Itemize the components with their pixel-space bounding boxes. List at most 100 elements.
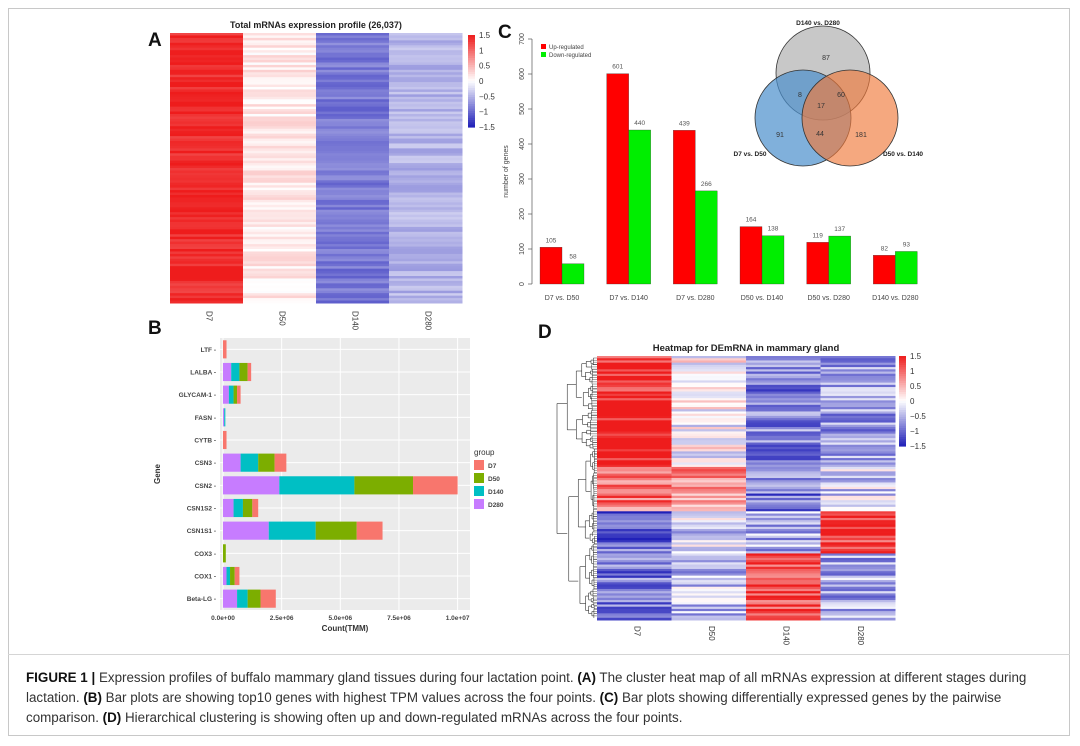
heatmap-a-cell [243,168,317,171]
heatmap-a-cell [243,253,317,257]
heatmap-a-cell [243,118,317,122]
heatmap-a-cell [170,62,244,66]
heatmap-d-column-label: D140 [781,626,790,646]
heatmap-a-cell [170,79,244,83]
heatmap-d-cell [597,433,672,437]
heatmap-d-cell [820,446,896,450]
heatmap-d-cell [671,380,747,384]
heatmap-d-cell [671,542,747,546]
plot-b-bar-segment [237,589,248,608]
heatmap-a-cell [389,62,463,66]
plot-c-xtick: D7 vs. D50 [545,295,580,302]
heatmap-d-cell [671,453,747,457]
heatmap-a-cell [243,268,317,272]
heatmap-a-cell [316,155,390,159]
heatmap-a-cell [389,290,463,294]
heatmap-d-cell [820,371,896,375]
heatmap-a-cell [170,89,244,93]
heatmap-d-cell [671,608,747,612]
heatmap-a-cell [170,155,244,159]
heatmap-d-cell [671,469,747,472]
heatmap-d-cell [820,469,896,472]
plot-b-bar-segment [226,566,231,586]
heatmap-d-cell [671,484,747,488]
heatmap-a-cell [243,190,317,194]
heatmap-d-cell [671,529,747,532]
heatmap-d-cell [820,362,896,366]
heatmap-d-cell [746,478,821,481]
plot-b-legend-swatch [474,473,484,483]
heatmap-a-cell [170,180,244,184]
heatmap-d-cell [820,557,896,561]
heatmap-d-cell [671,506,747,510]
heatmap-d-cell [746,371,821,375]
heatmap-a-cell [389,195,463,198]
heatmap-d-cell [820,568,896,572]
heatmap-d-cell [820,415,896,419]
heatmap-d-cell [597,504,672,508]
heatmap-a-cell [316,187,390,191]
heatmap-d-cell [597,517,672,521]
heatmap-a-cell [243,285,317,289]
heatmap-d-cell [597,584,672,588]
heatmap-a-cell [243,246,317,250]
heatmap-d-cell [597,586,672,590]
heatmap-a-cell [170,101,244,105]
heatmap-d-cell [820,586,896,590]
heatmap-d-cell [746,464,821,468]
heatmap-d-cell [820,458,896,461]
heatmap-d-cell [820,529,896,532]
heatmap-d-cell [746,604,821,608]
heatmap-d-cell [671,544,747,548]
heatmap-a-cell [389,168,463,171]
heatmap-a-column-label: D280 [424,311,433,330]
heatmap-d-cell [746,466,821,470]
heatmap-d-cell [671,557,747,561]
heatmap-d-cell [597,422,672,426]
heatmap-d-cell [820,471,896,475]
heatmap-d-cell [671,509,747,512]
heatmap-d-column-label: D280 [856,626,865,646]
heatmap-a-cell [243,89,317,93]
heatmap-d-cell [671,511,747,515]
heatmap-d-cell [671,591,747,594]
heatmap-a-cell [243,72,317,76]
heatmap-d-cell [746,571,821,574]
heatmap-d-colorbar-segment [899,428,906,431]
heatmap-d-cell [597,526,672,530]
heatmap-d-cell [746,568,821,572]
plot-b-legend-label: D50 [488,476,500,483]
heatmap-d-cell [746,407,821,410]
heatmap-d-cell [597,540,672,543]
plot-b-bar-segment [260,589,276,608]
heatmap-a-cell [316,69,390,73]
heatmap-d-cell [597,575,672,579]
heatmap-a-cell [389,202,463,206]
heatmap-a-cell [389,101,463,105]
heatmap-a-cell [170,244,244,248]
heatmap-d-cell [671,613,747,617]
heatmap-a-cell [170,204,244,208]
heatmap-d-cell [746,429,821,432]
heatmap-a-cell [389,109,463,113]
heatmap-a-cell [389,192,463,196]
heatmap-a-cell [389,45,463,49]
heatmap-a-cell [316,145,390,149]
heatmap-d-cell [820,391,896,395]
heatmap-a-cell [389,263,463,267]
heatmap-d-cell [820,369,896,373]
heatmap-d-cell [597,449,672,452]
heatmap-d-colorbar-segment [899,412,906,416]
heatmap-d-cell [746,555,821,559]
heatmap-a-cell [389,37,463,41]
heatmap-d-cell [671,464,747,468]
plot-c-ytick: 200 [519,208,526,220]
heatmap-d-cell [671,564,747,568]
heatmap-d-cell [671,367,747,370]
heatmap-d-cell [597,593,672,597]
heatmap-d-cell [597,549,672,552]
heatmap-d-cell [820,537,896,541]
heatmap-a-cell [389,57,463,61]
heatmap-a-cell [316,204,390,208]
heatmap-d-cell [820,473,896,477]
